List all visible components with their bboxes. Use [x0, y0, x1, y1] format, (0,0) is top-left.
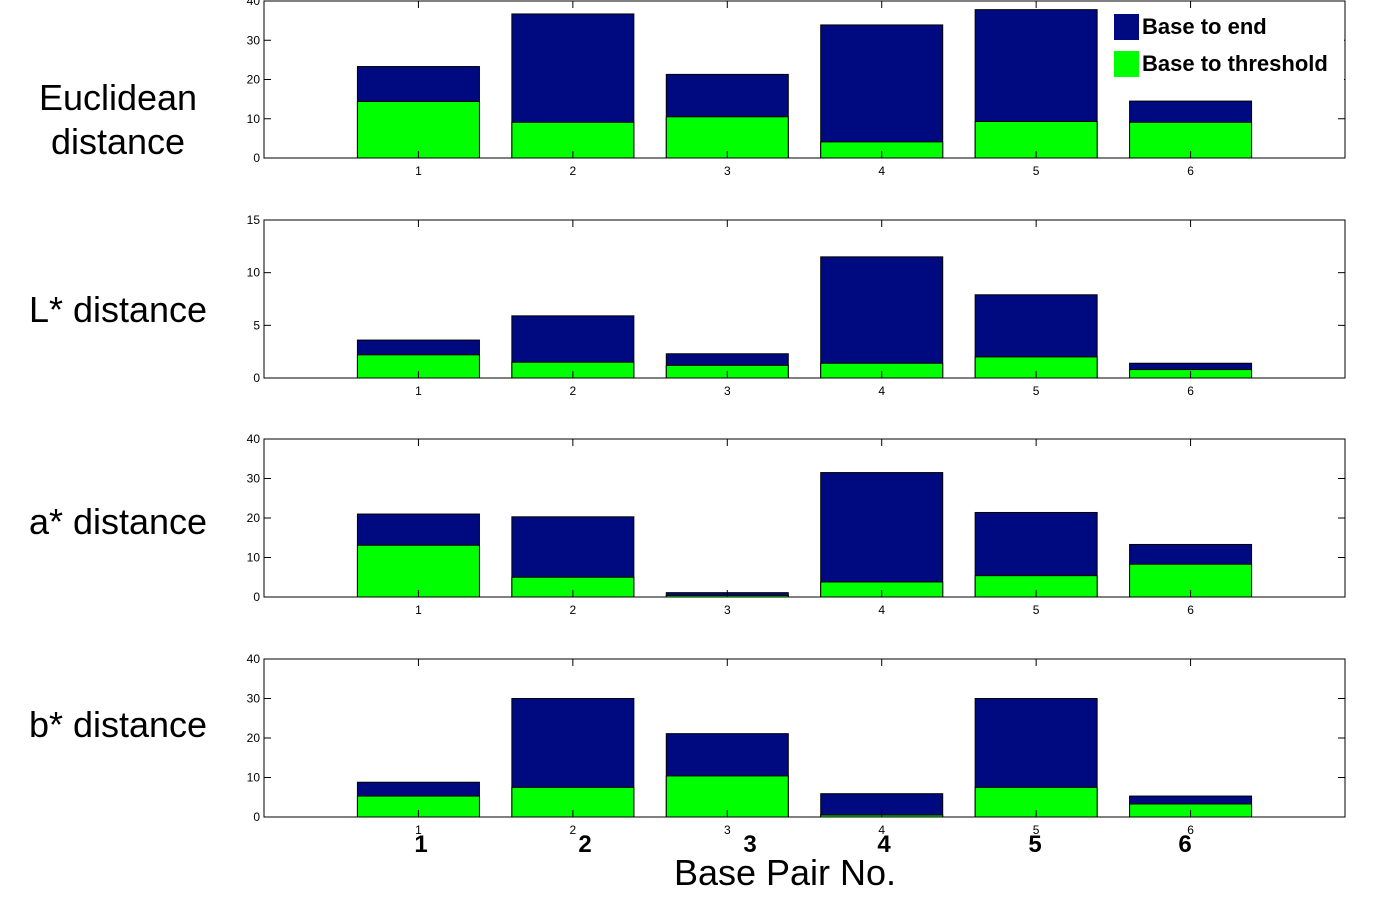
x-tick-label-euclidean-6: 6: [1187, 164, 1194, 178]
legend-label-base-to-threshold: Base to threshold: [1142, 51, 1328, 76]
row-label-b: b* distance: [28, 704, 208, 745]
y-tick-label-l-10: 10: [247, 266, 261, 280]
y-tick-label-b-10: 10: [247, 771, 261, 785]
x-tick-label-l-4: 4: [878, 384, 885, 398]
x-tick-label-euclidean-3: 3: [724, 164, 731, 178]
big-tick-1: 1: [414, 831, 428, 858]
x-tick-label-b-5: 5: [1033, 823, 1040, 837]
y-tick-label-euclidean-30: 30: [247, 33, 261, 47]
x-tick-label-a-5: 5: [1033, 603, 1040, 617]
x-tick-label-a-2: 2: [570, 603, 577, 617]
y-tick-label-b-20: 20: [247, 731, 261, 745]
x-tick-label-b-2: 2: [570, 823, 577, 837]
row-label-a: a* distance: [28, 501, 208, 542]
panel-b: 0 10 20 30 40 1 2 3 4 5 6: [247, 652, 1346, 837]
y-tick-label-a-0: 0: [253, 590, 260, 604]
panel-l: 0 5 10 15 1 2 3 4 5 6: [247, 213, 1346, 398]
bar-base-to-end-euclidean-4: [820, 24, 944, 159]
legend-swatch-base-to-end: [1114, 14, 1139, 40]
y-tick-label-euclidean-0: 0: [253, 151, 260, 165]
x-tick-label-b-4: 4: [878, 823, 885, 837]
big-tick-5: 5: [1028, 831, 1042, 858]
x-tick-label-a-4: 4: [878, 603, 885, 617]
row-label-euclidean: Euclidean distance: [0, 76, 236, 164]
legend-swatch-base-to-threshold: [1114, 51, 1139, 77]
x-tick-label-l-5: 5: [1033, 384, 1040, 398]
y-tick-label-b-30: 30: [247, 692, 261, 706]
y-tick-label-l-0: 0: [253, 371, 260, 385]
big-tick-2: 2: [578, 831, 592, 858]
bar-base-to-end-l-4: [820, 256, 944, 379]
legend: Base to end Base to threshold: [1108, 8, 1344, 84]
legend-label-base-to-end: Base to end: [1142, 14, 1267, 39]
panel-a: 0 10 20 30 40 1 2 3 4 5 6: [247, 432, 1346, 617]
x-tick-label-l-2: 2: [570, 384, 577, 398]
x-tick-label-b-3: 3: [724, 823, 731, 837]
x-tick-label-l-1: 1: [415, 384, 422, 398]
bar-base-to-threshold-b-2: [511, 786, 635, 818]
y-tick-label-a-20: 20: [247, 511, 261, 525]
x-tick-label-a-6: 6: [1187, 603, 1194, 617]
big-tick-4: 4: [877, 831, 891, 858]
x-tick-label-a-1: 1: [415, 603, 422, 617]
x-tick-label-b-6: 6: [1187, 823, 1194, 837]
y-tick-label-b-0: 0: [253, 810, 260, 824]
x-tick-label-b-1: 1: [415, 823, 422, 837]
bar-base-to-threshold-a-1: [356, 544, 480, 598]
x-tick-label-l-6: 6: [1187, 384, 1194, 398]
x-tick-label-euclidean-1: 1: [415, 164, 422, 178]
y-tick-label-euclidean-40: 40: [247, 0, 261, 8]
x-tick-label-a-3: 3: [724, 603, 731, 617]
y-tick-label-euclidean-20: 20: [247, 73, 261, 87]
x-tick-label-euclidean-4: 4: [878, 164, 885, 178]
bar-base-to-end-a-4: [820, 472, 944, 598]
x-axis-label: Base Pair No.: [673, 852, 897, 893]
y-tick-label-euclidean-10: 10: [247, 112, 261, 126]
x-tick-label-euclidean-2: 2: [570, 164, 577, 178]
x-tick-label-l-3: 3: [724, 384, 731, 398]
x-tick-label-euclidean-5: 5: [1033, 164, 1040, 178]
y-tick-label-l-15: 15: [247, 213, 261, 227]
big-tick-3: 3: [743, 831, 757, 858]
big-tick-6: 6: [1178, 831, 1192, 858]
y-tick-label-a-30: 30: [247, 472, 261, 486]
row-label-l: L* distance: [28, 289, 208, 330]
y-tick-label-b-40: 40: [247, 652, 261, 666]
bar-base-to-threshold-euclidean-1: [356, 100, 480, 159]
y-tick-label-a-10: 10: [247, 551, 261, 565]
y-tick-label-a-40: 40: [247, 432, 261, 446]
row-label-euclidean-line1: Euclidean: [38, 77, 198, 118]
axes-frame-l: [263, 219, 1346, 379]
y-tick-label-l-5: 5: [253, 318, 260, 332]
row-label-euclidean-line2: distance: [50, 121, 186, 162]
panel-euclidean: 0 10 20 30 40 1 2 3 4 5 6: [247, 0, 1346, 178]
